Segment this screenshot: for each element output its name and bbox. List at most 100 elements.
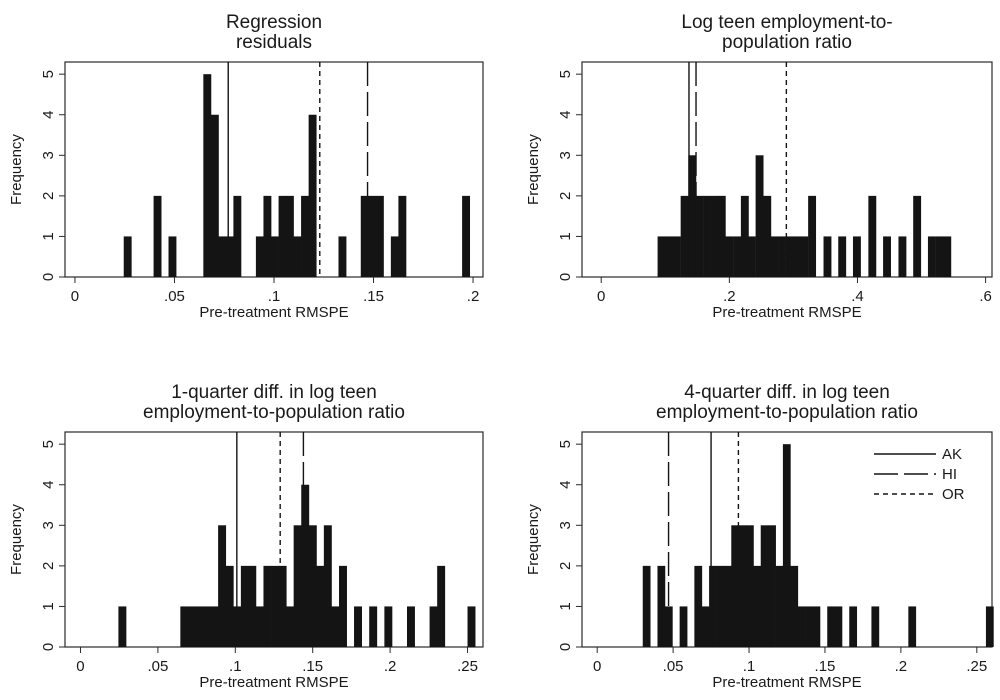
panel-title: Regression [226,12,322,33]
x-tick-label: .2 [895,658,908,675]
histogram-bar [753,565,762,647]
histogram-bar [898,236,907,277]
x-tick-label: .2 [467,288,480,305]
y-tick-label: 4 [40,481,57,489]
y-tick-label: 0 [557,643,574,651]
histogram-bar [308,525,317,647]
histogram-bar [747,236,756,277]
y-tick-label: 5 [557,440,574,448]
histogram-bar [665,236,674,277]
x-axis-label: Pre-treatment RMSPE [199,674,348,691]
x-tick-label: .1 [743,658,756,675]
histogram-bar [286,606,295,647]
histogram-bar [785,236,794,277]
histogram-bar [838,236,847,277]
histogram-bar [187,606,196,647]
histogram-bar [285,195,294,277]
histogram-bar [354,606,362,647]
histogram-bar [790,565,799,647]
histogram-bar [672,236,681,277]
histogram-bar [688,155,697,277]
x-tick-label: .25 [966,658,987,675]
histogram-bar [240,565,249,647]
histogram-bar [210,114,219,278]
panel-2: 0 .2 .4 .6 0 1 2 3 4 5 Pre-treatment RMSPE Frequenc… [525,12,993,321]
histogram-bar [694,565,703,647]
x-tick-label: 0 [71,288,79,305]
x-tick-label: 0 [593,658,601,675]
x-tick-label: .25 [457,658,478,675]
legend-label-ak: AK [942,446,962,463]
histogram-bar [368,195,377,277]
y-tick-label: 5 [557,70,574,78]
histogram-bar [384,606,393,647]
panel-title: employment-to-population ratio [656,402,918,423]
histogram-bar [935,236,944,277]
y-tick-label: 1 [40,602,57,610]
histogram-bar [218,525,227,647]
y-axis-label: Frequency [8,504,25,575]
y-tick-label: 4 [40,111,57,119]
panel-title: population ratio [722,32,852,53]
y-tick-label: 0 [40,643,57,651]
panel-title: 1-quarter diff. in log teen [171,382,377,403]
histogram-bar [913,195,922,277]
histogram-bar [797,606,806,647]
histogram-bar [153,195,162,277]
histogram-bar [793,236,802,277]
y-tick-label: 1 [557,232,574,240]
histogram-bar [716,565,725,647]
y-tick-label: 1 [40,232,57,240]
histogram-bar [695,195,704,277]
x-axis-label: Pre-treatment RMSPE [712,674,861,691]
x-tick-label: .15 [815,658,836,675]
x-tick-label: .1 [229,658,242,675]
x-tick-label: .05 [663,658,684,675]
histogram-bar [723,565,732,647]
panel-1: 0 .05 .1 .15 .2 0 1 2 3 4 5 Pre-treatment RMSPE Freq… [8,12,484,321]
y-tick-label: 4 [557,481,574,489]
histogram-bar [871,606,880,647]
histogram-bar [768,525,776,647]
histogram-bar [985,606,994,647]
histogram-bar [218,236,227,277]
panel-3: 0 .05 .1 .15 .2 .25 0 1 2 3 4 5 Pre-treatment RMSPE F… [8,382,484,691]
histogram-bar [462,195,471,277]
histogram-bar [717,195,726,277]
histogram-bar [203,74,212,277]
x-tick-label: .15 [363,288,384,305]
y-tick-label: 5 [40,440,57,448]
x-tick-label: .2 [384,658,397,675]
histogram-bar [733,236,742,277]
x-tick-label: .6 [979,288,992,305]
y-tick-label: 3 [557,521,574,529]
histogram-bar [834,606,843,647]
y-tick-label: 2 [557,192,574,200]
histogram-bar [657,565,666,647]
y-tick-label: 1 [557,602,574,610]
x-tick-label: .05 [164,288,185,305]
histogram-bar [123,236,132,277]
histogram-bar [338,236,347,277]
y-tick-label: 2 [40,192,57,200]
histogram-bar [293,525,302,647]
histogram-bar [927,236,936,277]
legend-label-hi: HI [942,466,957,483]
histogram-bar [323,525,332,647]
histogram-bar [437,565,446,647]
histogram-bar [760,525,769,647]
histogram-bar [763,195,772,277]
histogram-bar [731,525,740,647]
x-tick-label: .4 [851,288,864,305]
histogram-bar [467,606,476,647]
histogram-bar [375,195,384,277]
histogram-bar [868,195,877,277]
histogram-bar [805,606,813,647]
histogram-bar [701,606,710,647]
histogram-bar [210,606,219,647]
histogram-bar [293,236,302,277]
y-tick-label: 3 [40,521,57,529]
x-tick-label: 0 [76,658,84,675]
histogram-bar [406,606,415,647]
histogram-bar [800,236,809,277]
